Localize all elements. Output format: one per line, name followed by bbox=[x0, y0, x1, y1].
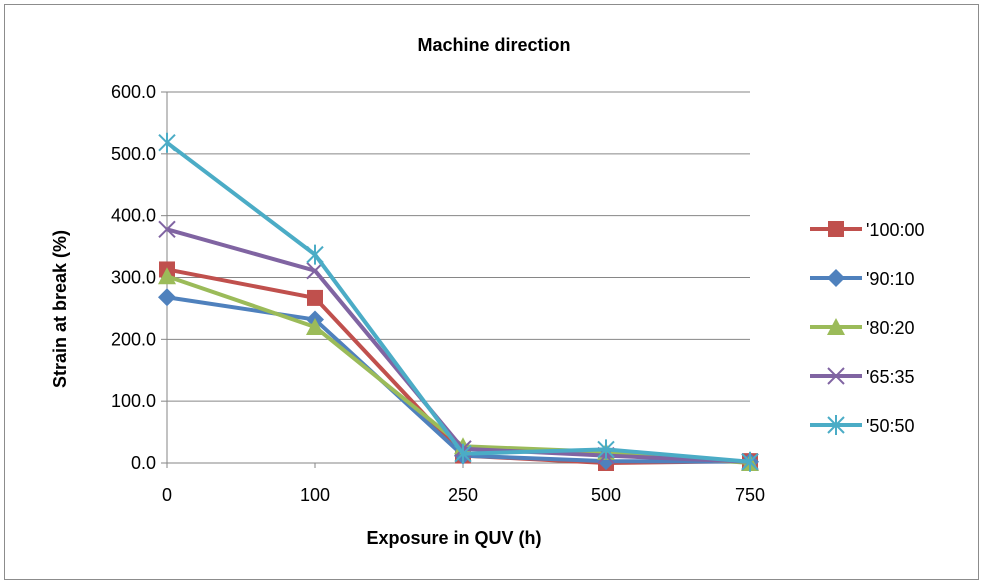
legend-label: '90:10 bbox=[866, 269, 914, 289]
x-tick-label: 500 bbox=[591, 485, 621, 505]
data-point bbox=[454, 443, 472, 464]
y-axis-label: Strain at break (%) bbox=[50, 230, 70, 388]
y-tick-label: 600.0 bbox=[111, 82, 156, 102]
data-point bbox=[828, 221, 844, 237]
series bbox=[158, 132, 759, 472]
data-point bbox=[827, 269, 845, 287]
data-point bbox=[306, 317, 324, 335]
y-tick-labels: 0.0 100.0 200.0 300.0 400.0 500.0 600.0 bbox=[111, 82, 156, 473]
x-tick-label: 100 bbox=[300, 485, 330, 505]
data-point bbox=[827, 415, 845, 435]
data-point bbox=[827, 367, 845, 385]
data-point bbox=[158, 267, 176, 285]
x-tick-labels: 0 100 250 500 750 bbox=[162, 485, 765, 505]
data-point bbox=[306, 244, 324, 265]
y-tick-label: 0.0 bbox=[131, 453, 156, 473]
x-tick-label: 250 bbox=[448, 485, 478, 505]
series-line bbox=[166, 227, 751, 464]
y-tick-label: 200.0 bbox=[111, 329, 156, 349]
data-point bbox=[741, 451, 759, 472]
gridlines bbox=[161, 91, 751, 468]
legend-label: '65:35 bbox=[866, 367, 914, 387]
legend-entry: '50:50 bbox=[810, 415, 914, 436]
data-point bbox=[158, 288, 176, 307]
y-tick-label: 100.0 bbox=[111, 391, 156, 411]
data-point bbox=[827, 318, 845, 335]
legend: '100:00 '90:10 '80:20 '65:35 '50:50 bbox=[810, 220, 925, 436]
legend-entry: '65:35 bbox=[810, 367, 914, 387]
series-group bbox=[158, 132, 759, 472]
y-tick-label: 500.0 bbox=[111, 144, 156, 164]
chart-title: Machine direction bbox=[417, 35, 570, 55]
series bbox=[159, 261, 758, 471]
x-tick-label: 0 bbox=[162, 485, 172, 505]
series-line bbox=[166, 295, 751, 464]
series-line bbox=[166, 274, 751, 465]
series bbox=[158, 220, 759, 471]
data-point bbox=[597, 439, 615, 460]
x-tick-label: 750 bbox=[735, 485, 765, 505]
legend-label: '50:50 bbox=[866, 416, 914, 436]
data-point bbox=[307, 289, 323, 306]
legend-entry: '100:00 bbox=[810, 220, 925, 240]
y-tick-label: 400.0 bbox=[111, 206, 156, 226]
x-axis-label: Exposure in QUV (h) bbox=[366, 528, 541, 548]
legend-label: '80:20 bbox=[866, 318, 914, 338]
legend-entry: '90:10 bbox=[810, 269, 914, 289]
legend-label: '100:00 bbox=[866, 220, 925, 240]
series-line bbox=[166, 267, 751, 465]
series-line bbox=[165, 141, 751, 464]
y-tick-label: 300.0 bbox=[111, 268, 156, 288]
data-point bbox=[306, 261, 324, 280]
legend-entry: '80:20 bbox=[810, 318, 914, 338]
data-point bbox=[158, 132, 176, 153]
data-point bbox=[158, 220, 176, 238]
